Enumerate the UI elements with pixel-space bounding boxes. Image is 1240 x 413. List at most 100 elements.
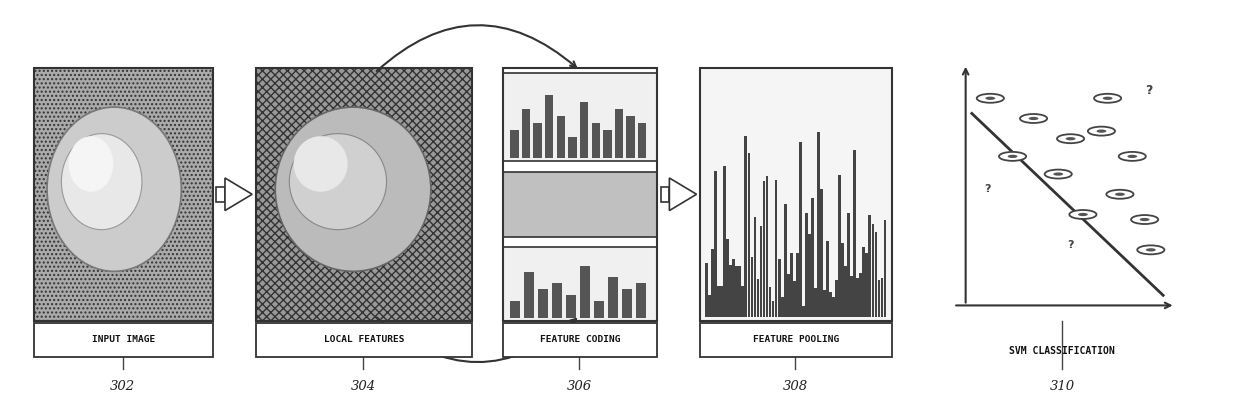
Polygon shape xyxy=(224,178,252,211)
Bar xyxy=(712,249,714,316)
Bar xyxy=(781,297,784,316)
Bar xyxy=(754,217,756,316)
Text: LOCAL FEATURES: LOCAL FEATURES xyxy=(324,335,404,344)
Ellipse shape xyxy=(275,107,430,271)
Bar xyxy=(735,266,738,316)
Bar xyxy=(853,150,856,316)
Bar xyxy=(771,301,775,316)
Bar xyxy=(733,259,735,316)
Circle shape xyxy=(1140,218,1149,221)
Bar xyxy=(525,272,534,318)
Bar xyxy=(255,68,472,320)
Circle shape xyxy=(1131,215,1158,224)
Bar xyxy=(591,123,600,158)
Bar xyxy=(775,180,777,316)
Circle shape xyxy=(1069,210,1096,219)
Circle shape xyxy=(1094,94,1121,103)
Bar xyxy=(799,142,802,316)
Bar xyxy=(546,95,553,158)
Bar xyxy=(836,280,838,316)
Bar xyxy=(533,123,542,158)
Bar xyxy=(216,187,224,202)
Bar xyxy=(792,281,796,316)
Bar xyxy=(727,239,729,316)
Bar xyxy=(851,276,853,316)
Bar xyxy=(502,73,657,161)
Bar xyxy=(841,243,844,316)
Bar xyxy=(823,290,826,316)
Bar xyxy=(872,224,874,316)
Bar xyxy=(522,109,531,158)
Bar xyxy=(874,232,877,316)
Bar xyxy=(878,280,880,316)
Bar xyxy=(502,68,657,320)
Bar xyxy=(844,266,847,316)
Bar xyxy=(621,289,632,318)
Bar xyxy=(756,279,759,316)
Bar xyxy=(639,123,646,158)
Bar xyxy=(603,130,611,158)
Ellipse shape xyxy=(294,136,347,192)
Bar xyxy=(769,287,771,316)
Text: FEATURE CODING: FEATURE CODING xyxy=(539,335,620,344)
Bar xyxy=(502,323,657,357)
Ellipse shape xyxy=(289,134,387,230)
Bar xyxy=(636,283,646,318)
Bar xyxy=(750,257,753,316)
Bar xyxy=(626,116,635,158)
Bar xyxy=(552,283,562,318)
Bar xyxy=(813,288,817,316)
Text: 306: 306 xyxy=(567,380,591,393)
Circle shape xyxy=(1065,137,1075,140)
Bar xyxy=(580,266,590,318)
Circle shape xyxy=(1106,190,1133,199)
Ellipse shape xyxy=(62,134,141,230)
Bar xyxy=(880,278,883,316)
Bar xyxy=(777,259,780,316)
Bar xyxy=(701,323,892,357)
Bar xyxy=(33,323,212,357)
Circle shape xyxy=(1127,155,1137,158)
Bar xyxy=(765,176,769,316)
Circle shape xyxy=(1021,114,1047,123)
Bar xyxy=(739,266,742,316)
Circle shape xyxy=(1029,117,1038,120)
Bar xyxy=(714,171,717,316)
Bar xyxy=(608,278,618,318)
Text: ?: ? xyxy=(1068,240,1074,250)
Circle shape xyxy=(1078,213,1087,216)
Bar xyxy=(857,278,859,316)
Circle shape xyxy=(999,152,1027,161)
Text: 310: 310 xyxy=(1049,380,1075,393)
Circle shape xyxy=(1146,248,1156,252)
Bar xyxy=(565,295,577,318)
Bar xyxy=(701,68,892,320)
Bar xyxy=(720,286,723,316)
Ellipse shape xyxy=(68,136,113,192)
Bar xyxy=(706,263,708,316)
Bar xyxy=(826,241,828,316)
Circle shape xyxy=(1137,245,1164,254)
Text: 308: 308 xyxy=(782,380,807,393)
Circle shape xyxy=(1118,152,1146,161)
Bar xyxy=(868,215,872,316)
Bar xyxy=(717,286,720,316)
Circle shape xyxy=(986,97,996,100)
Bar xyxy=(787,273,790,316)
Bar xyxy=(33,68,212,320)
Bar xyxy=(502,247,657,320)
Bar xyxy=(760,226,763,316)
Bar xyxy=(615,109,624,158)
Bar xyxy=(708,295,711,316)
Circle shape xyxy=(1008,155,1018,158)
Circle shape xyxy=(1053,173,1063,176)
Bar xyxy=(863,247,866,316)
Bar xyxy=(748,153,750,316)
Bar xyxy=(808,234,811,316)
Text: INPUT IMAGE: INPUT IMAGE xyxy=(92,335,155,344)
Text: FEATURE POOLING: FEATURE POOLING xyxy=(753,335,839,344)
Bar xyxy=(729,265,732,316)
Bar xyxy=(557,116,565,158)
Bar xyxy=(790,254,792,316)
Bar xyxy=(811,198,813,316)
